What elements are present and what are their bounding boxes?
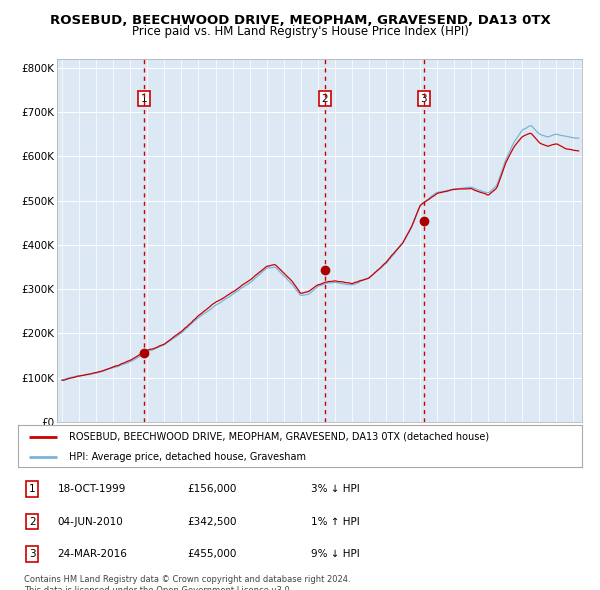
Text: 3: 3	[421, 94, 427, 104]
Text: 2: 2	[322, 94, 328, 104]
Text: Contains HM Land Registry data © Crown copyright and database right 2024.
This d: Contains HM Land Registry data © Crown c…	[24, 575, 350, 590]
Text: HPI: Average price, detached house, Gravesham: HPI: Average price, detached house, Grav…	[69, 452, 306, 461]
Text: 9% ↓ HPI: 9% ↓ HPI	[311, 549, 360, 559]
Text: Price paid vs. HM Land Registry's House Price Index (HPI): Price paid vs. HM Land Registry's House …	[131, 25, 469, 38]
Text: ROSEBUD, BEECHWOOD DRIVE, MEOPHAM, GRAVESEND, DA13 0TX: ROSEBUD, BEECHWOOD DRIVE, MEOPHAM, GRAVE…	[50, 14, 550, 27]
Text: ROSEBUD, BEECHWOOD DRIVE, MEOPHAM, GRAVESEND, DA13 0TX (detached house): ROSEBUD, BEECHWOOD DRIVE, MEOPHAM, GRAVE…	[69, 432, 489, 442]
Text: £156,000: £156,000	[187, 484, 236, 494]
Text: 1: 1	[29, 484, 35, 494]
Text: 2: 2	[29, 517, 35, 526]
Text: 1% ↑ HPI: 1% ↑ HPI	[311, 517, 360, 526]
Text: 3: 3	[29, 549, 35, 559]
Text: £342,500: £342,500	[187, 517, 236, 526]
Text: 3% ↓ HPI: 3% ↓ HPI	[311, 484, 360, 494]
Text: 24-MAR-2016: 24-MAR-2016	[58, 549, 127, 559]
Text: £455,000: £455,000	[187, 549, 236, 559]
Text: 04-JUN-2010: 04-JUN-2010	[58, 517, 123, 526]
Text: 18-OCT-1999: 18-OCT-1999	[58, 484, 126, 494]
Text: 1: 1	[140, 94, 147, 104]
